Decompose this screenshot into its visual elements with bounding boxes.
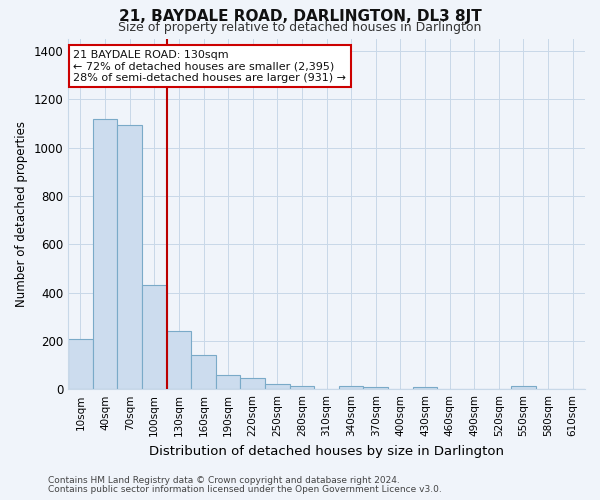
Bar (216, 375, 241, 390)
Text: 21, BAYDALE ROAD, DARLINGTON, DL3 8JT: 21, BAYDALE ROAD, DARLINGTON, DL3 8JT (119, 9, 481, 24)
X-axis label: Distribution of detached houses by size in Darlington: Distribution of detached houses by size … (149, 444, 504, 458)
Bar (93, 118, 118, 390)
Y-axis label: Number of detached properties: Number of detached properties (15, 121, 28, 307)
Text: Contains HM Land Registry data © Crown copyright and database right 2024.: Contains HM Land Registry data © Crown c… (48, 476, 400, 485)
Bar (413, 387, 437, 390)
Bar (142, 286, 167, 390)
Bar (339, 386, 364, 390)
Bar (290, 386, 314, 390)
Bar (265, 384, 290, 390)
Bar (191, 356, 216, 390)
Text: Size of property relative to detached houses in Darlington: Size of property relative to detached ho… (118, 21, 482, 34)
Text: Contains public sector information licensed under the Open Government Licence v3: Contains public sector information licen… (48, 484, 442, 494)
Bar (241, 378, 265, 390)
Bar (68, 338, 93, 390)
Bar (511, 386, 536, 390)
Bar (118, 125, 142, 390)
Text: 21 BAYDALE ROAD: 130sqm
← 72% of detached houses are smaller (2,395)
28% of semi: 21 BAYDALE ROAD: 130sqm ← 72% of detache… (73, 50, 346, 82)
Bar (364, 387, 388, 390)
Bar (167, 332, 191, 390)
